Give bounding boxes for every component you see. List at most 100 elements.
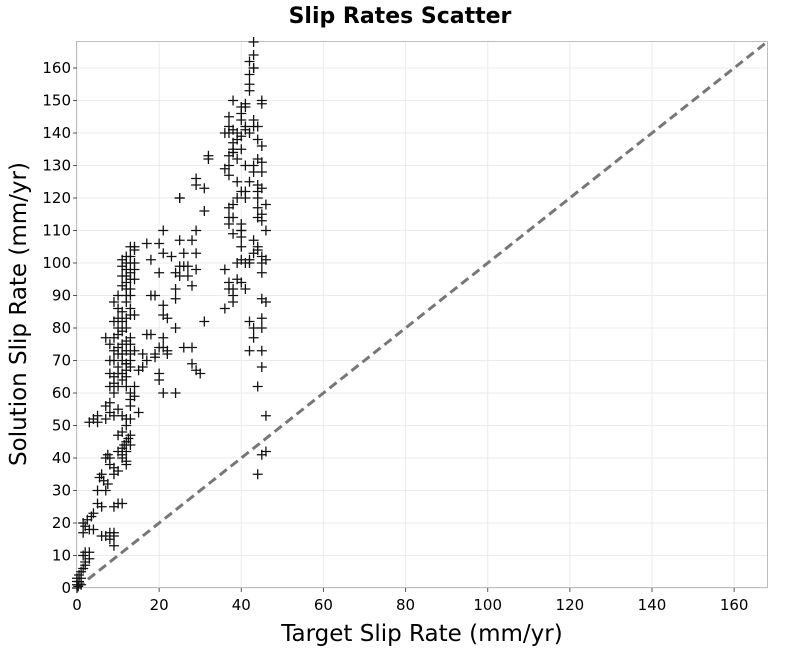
- data-point: [223, 277, 234, 288]
- y-tick-label: 60: [52, 384, 71, 402]
- data-point: [150, 290, 161, 301]
- plot-frame: [76, 41, 768, 588]
- data-point: [129, 310, 140, 320]
- data-point: [100, 485, 111, 496]
- data-point: [256, 267, 267, 278]
- data-point: [203, 150, 214, 161]
- data-point: [158, 388, 169, 398]
- data-point: [129, 391, 140, 402]
- data-point: [113, 303, 124, 314]
- data-point: [117, 280, 128, 291]
- data-point: [187, 342, 197, 353]
- data-point: [104, 339, 115, 350]
- data-point: [260, 410, 271, 421]
- data-point: [252, 193, 263, 203]
- data-point: [150, 352, 161, 363]
- data-point: [108, 540, 119, 551]
- data-point: [256, 313, 267, 324]
- data-point: [141, 238, 152, 249]
- data-point: [223, 111, 234, 122]
- data-point: [232, 134, 243, 145]
- data-point: [182, 271, 193, 281]
- data-point: [96, 469, 107, 480]
- y-tick-label: 50: [52, 417, 71, 435]
- y-tick-label: 90: [52, 287, 71, 305]
- data-point: [92, 410, 103, 421]
- y-tick-label: 10: [52, 547, 71, 565]
- x-tick-label: 60: [314, 596, 333, 614]
- data-point: [174, 193, 185, 203]
- y-tick-label: 140: [42, 124, 71, 142]
- data-point: [129, 241, 140, 252]
- data-point: [187, 280, 197, 291]
- data-point: [117, 326, 128, 337]
- data-point: [256, 95, 267, 106]
- data-point: [117, 254, 128, 265]
- data-point: [121, 358, 132, 369]
- x-axis-label: Target Slip Rate (mm/yr): [280, 621, 562, 647]
- data-point: [129, 264, 140, 275]
- grid-lines: [76, 42, 767, 589]
- data-point: [256, 345, 267, 356]
- chart-title: Slip Rates Scatter: [289, 4, 512, 29]
- data-point: [117, 498, 128, 509]
- data-point: [108, 297, 119, 307]
- data-point: [248, 332, 259, 343]
- data-point: [108, 388, 119, 398]
- data-point: [223, 212, 234, 223]
- x-tick-label: 20: [150, 596, 169, 614]
- data-point: [108, 527, 119, 538]
- x-tick-label: 40: [232, 596, 251, 614]
- y-tick-label: 100: [42, 254, 71, 272]
- data-point: [117, 449, 128, 460]
- data-point: [219, 163, 230, 174]
- data-point: [191, 264, 202, 275]
- data-point: [137, 362, 148, 372]
- y-tick-label: 70: [52, 352, 71, 370]
- data-point: [113, 381, 124, 392]
- data-point: [240, 121, 251, 132]
- x-axis: 0 20 40 60 80 100 120 140 160: [72, 588, 748, 614]
- data-point: [78, 527, 89, 538]
- data-point: [244, 69, 255, 80]
- data-point: [137, 349, 148, 359]
- data-point: [244, 56, 255, 67]
- data-point: [141, 355, 152, 366]
- data-point: [145, 329, 156, 340]
- data-point: [108, 316, 119, 327]
- data-point: [104, 397, 115, 408]
- y-axis-label: Solution Slip Rate (mm/yr): [6, 162, 32, 466]
- data-point: [170, 323, 181, 333]
- data-point: [260, 225, 271, 236]
- data-point: [248, 63, 259, 73]
- data-point: [174, 235, 185, 246]
- data-point: [170, 284, 181, 294]
- data-point: [104, 453, 115, 463]
- data-point: [236, 241, 247, 252]
- data-point: [113, 466, 124, 476]
- data-point: [260, 254, 271, 265]
- data-point: [252, 154, 263, 164]
- data-point: [154, 238, 165, 249]
- data-point: [252, 134, 263, 145]
- data-point: [96, 501, 107, 512]
- data-point: [236, 277, 247, 288]
- data-point: [158, 300, 169, 311]
- data-point: [113, 404, 124, 415]
- x-tick-label: 100: [473, 596, 502, 614]
- data-point: [248, 235, 259, 246]
- data-point: [191, 173, 202, 184]
- data-point: [260, 297, 271, 307]
- data-point: [228, 290, 239, 301]
- data-point: [248, 115, 259, 125]
- data-point: [191, 248, 202, 259]
- data-point: [232, 258, 243, 268]
- data-point: [125, 414, 136, 424]
- data-point: [100, 414, 111, 424]
- x-tick-label: 80: [396, 596, 415, 614]
- data-point: [244, 79, 255, 90]
- data-point: [117, 271, 128, 281]
- data-point: [129, 274, 140, 285]
- y-tick-label: 110: [42, 222, 71, 240]
- data-point: [125, 339, 136, 350]
